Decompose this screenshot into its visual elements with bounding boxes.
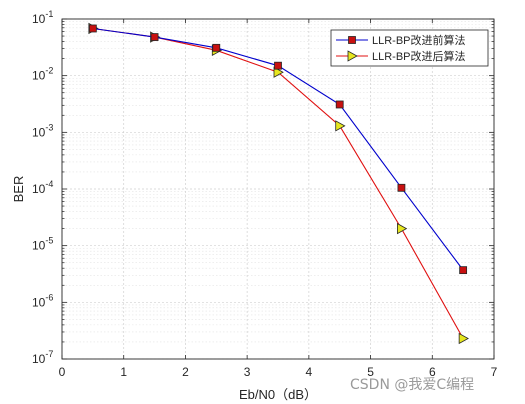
x-tick-label: 1 [120, 365, 127, 379]
series-point-square [348, 36, 356, 44]
x-tick-label: 3 [244, 365, 251, 379]
grid-lines [61, 18, 495, 360]
series-point-triangle [273, 66, 284, 78]
series-point-triangle [347, 50, 358, 62]
axes: 0 1 2 3 4 5 6 7 10-7 10-6 10-5 10-4 10-3 10-2 10-1 Eb/N… [11, 9, 498, 402]
x-tick-label: 0 [59, 365, 66, 379]
y-tick-label: 10-2 [32, 66, 53, 83]
series-point-square [88, 24, 97, 33]
x-tick-label: 7 [491, 365, 498, 379]
series-point-triangle [397, 222, 408, 235]
legend-label: LLR-BP改进后算法 [372, 49, 466, 63]
series-point-triangle [458, 332, 469, 345]
series-layer [88, 22, 469, 345]
legend-label: LLR-BP改进前算法 [372, 33, 466, 47]
series-group [88, 24, 468, 275]
x-tick-label: 4 [306, 365, 313, 379]
x-tick-label: 6 [429, 365, 436, 379]
series-point-square [274, 61, 282, 70]
y-tick-label: 10-4 [32, 179, 53, 196]
y-axis-label: BER [11, 176, 26, 203]
y-tick-label: 10-6 [32, 292, 53, 309]
x-tick-label: 5 [367, 365, 374, 379]
y-tick-label: 10-5 [32, 236, 53, 253]
x-tick-label: 2 [182, 365, 189, 379]
series-point-square [212, 43, 221, 52]
series-point-square [397, 183, 406, 192]
x-axis-label: Eb/N0（dB） [239, 387, 317, 402]
watermark: CSDN @我爱C编程 [350, 377, 475, 393]
legend: LLR-BP改进前算法 LLR-BP改进后算法 [330, 29, 489, 67]
y-tick-label: 10-1 [32, 9, 53, 26]
legend-box [330, 29, 489, 67]
series-point-square [335, 100, 344, 109]
series-point-square [150, 33, 159, 41]
y-tick-label: 10-3 [32, 122, 53, 139]
y-tick-label: 10-7 [32, 349, 53, 366]
series-point-triangle [335, 120, 346, 132]
series-point-square [459, 266, 468, 275]
